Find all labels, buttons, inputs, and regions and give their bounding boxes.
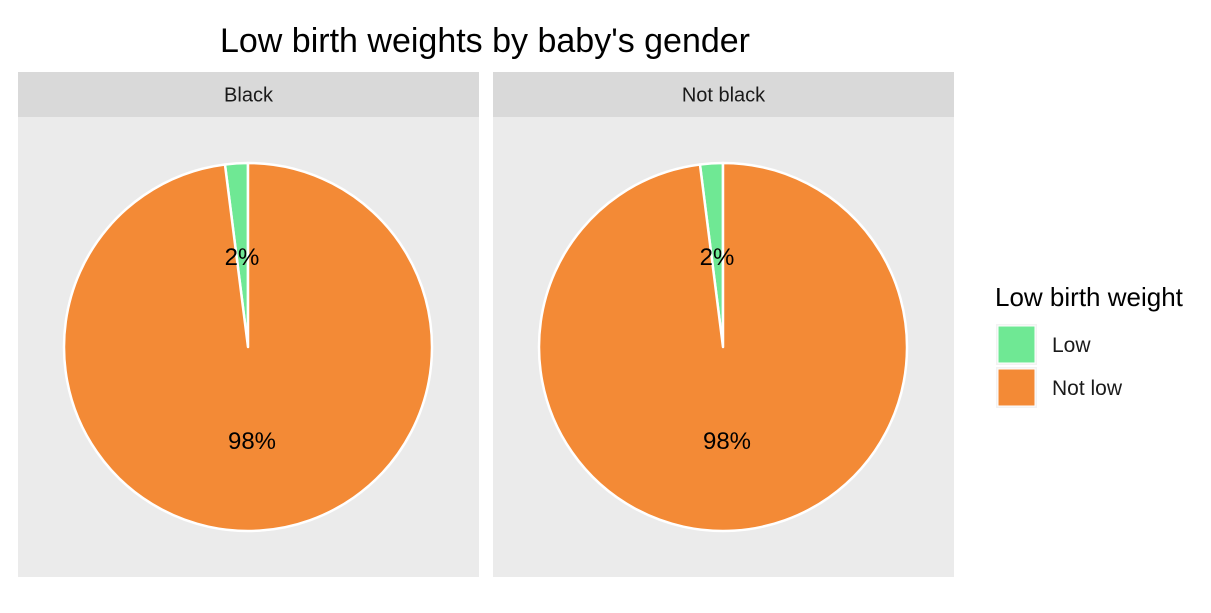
legend-label: Not low [1052,377,1123,400]
legend: Low birth weight Low Not low [995,282,1184,408]
facet-panels: Black 2% 98% Not black 2% 98% [18,72,954,577]
legend-item-low: Low [996,324,1091,365]
slice-label-not-low: 98% [228,428,276,455]
legend-swatch [997,325,1036,364]
slice-label-low: 2% [225,244,260,271]
facet-strip-label: Black [224,85,274,107]
panel-not-black: Not black 2% 98% [493,72,954,577]
panel-black: Black 2% 98% [18,72,479,577]
legend-label: Low [1052,334,1091,357]
facet-strip-label: Not black [682,85,766,107]
pie-slice-not-low [537,161,909,533]
legend-swatch [997,368,1036,407]
legend-title: Low birth weight [995,282,1184,312]
slice-label-not-low: 98% [703,428,751,455]
legend-item-not-low: Not low [996,367,1123,408]
slice-label-low: 2% [700,244,735,271]
facet-strip [18,72,479,117]
chart-title: Low birth weights by baby's gender [220,22,750,60]
facet-strip [493,72,954,117]
pie-slice-not-low [62,161,434,533]
legend-items: Low Not low [996,324,1123,408]
